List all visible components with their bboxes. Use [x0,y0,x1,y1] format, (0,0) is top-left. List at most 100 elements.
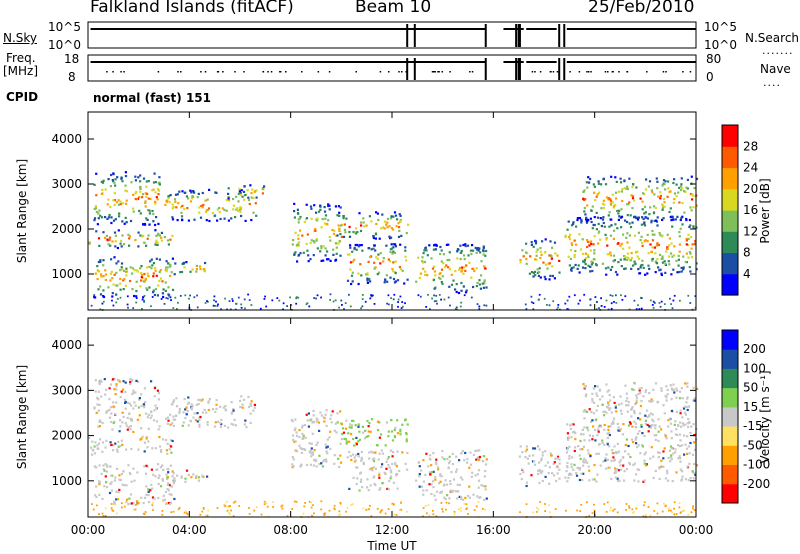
echo-cell [633,382,637,385]
echo-cell [156,243,159,247]
echo-cell [362,221,365,224]
echo-cell [661,234,664,237]
echo-cell [421,256,424,259]
echo-cell [625,438,628,441]
echo-cell [372,236,375,240]
echo-cell [683,453,686,456]
echo-cell [93,207,96,211]
echo-cell [594,296,597,298]
echo-cell [243,185,246,188]
nave-dot [379,71,382,73]
echo-cell [656,258,659,261]
echo-cell [200,399,203,402]
echo-cell [672,383,675,386]
echo-cell [319,411,322,414]
echo-cell [660,300,663,303]
echo-cell [352,437,355,441]
echo-cell [431,267,435,270]
echo-cell [91,453,94,456]
echo-cell [171,216,174,219]
echo-cell [657,439,660,442]
echo-cell [590,240,593,243]
echo-cell [582,190,586,193]
echo-cell [684,443,687,446]
echo-cell [557,304,560,306]
echo-cell [663,412,666,415]
echo-cell [640,399,643,403]
echo-cell [378,472,381,475]
echo-cell [633,462,636,465]
echo-cell [147,501,151,504]
echo-cell [652,476,655,480]
echo-cell [393,251,396,254]
echo-cell [451,463,454,466]
echo-cell [579,248,583,251]
echo-cell [606,436,609,440]
echo-cell [686,408,689,412]
echo-cell [439,473,442,476]
echo-cell [126,498,129,501]
echo-cell [183,207,186,211]
echo-cell [624,219,627,222]
echo-cell [539,250,542,253]
echo-cell [650,250,653,253]
echo-cell [94,441,97,444]
echo-cell [224,405,227,408]
echo-cell [471,244,474,247]
echo-cell [618,461,621,464]
echo-cell [124,407,127,410]
echo-cell [465,264,468,267]
echo-cell [265,502,268,505]
echo-cell [449,483,452,486]
echo-cell [182,421,185,424]
echo-cell [664,271,667,274]
echo-cell [135,280,138,283]
echo-cell [460,495,463,499]
echo-cell [175,206,178,209]
echo-cell [176,474,179,477]
echo-cell [226,308,228,311]
echo-cell [360,458,364,461]
echo-cell [589,304,592,307]
nave-dot [401,71,403,73]
echo-cell [533,460,536,463]
echo-cell [229,513,231,515]
echo-cell [693,397,696,401]
echo-cell [400,508,403,511]
echo-cell [445,501,448,504]
echo-cell [619,216,623,219]
echo-cell [675,387,678,390]
echo-cell [434,498,437,501]
echo-cell [157,189,160,192]
echo-cell [648,400,651,403]
echo-cell [401,423,404,426]
echo-cell [157,188,160,191]
echo-cell [668,507,671,510]
echo-cell [593,401,596,404]
echo-cell [311,432,314,435]
echo-cell [153,497,156,500]
echo-cell [307,412,310,415]
echo-cell [525,308,528,310]
echo-cell [373,303,376,305]
echo-cell [323,206,326,209]
echo-cell [437,468,440,471]
echo-cell [134,192,137,195]
echo-cell [329,447,332,450]
echo-cell [162,468,165,471]
echo-cell [679,299,681,302]
echo-cell [610,459,613,462]
echo-cell [534,274,537,277]
echo-cell [341,432,344,436]
echo-cell [101,441,105,444]
echo-cell [243,423,246,426]
echo-cell [171,439,174,443]
echo-cell [577,264,580,267]
echo-cell [638,308,641,310]
echo-cell [155,274,158,277]
echo-cell [665,250,668,253]
echo-cell [592,243,595,246]
echo-cell [125,199,128,202]
echo-cell [605,510,608,513]
echo-cell [637,216,640,219]
